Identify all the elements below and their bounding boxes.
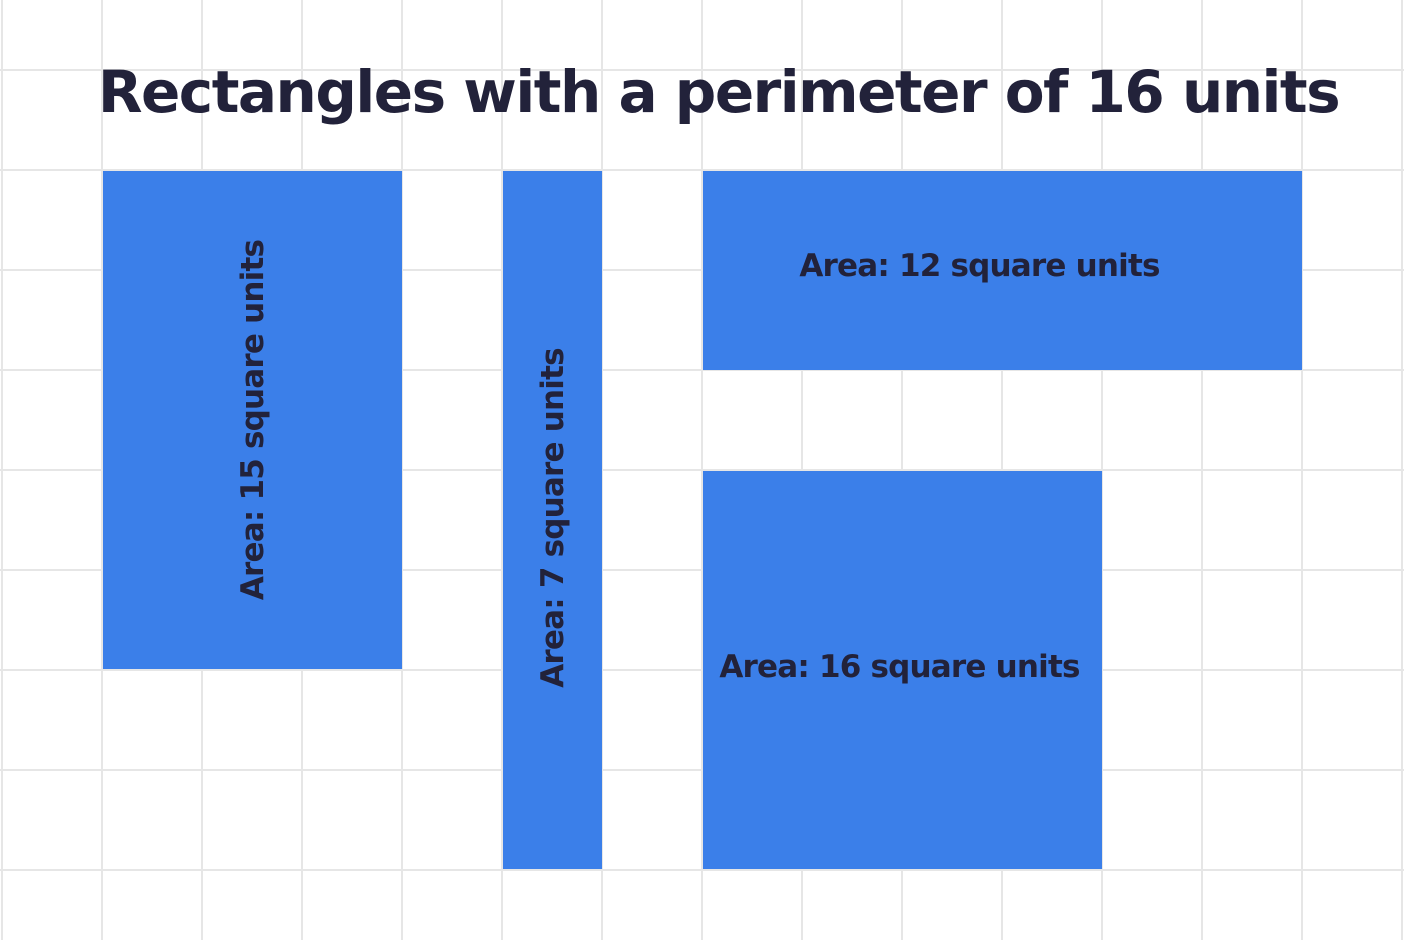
rectangle-area-12: Area: 12 square units (703, 171, 1302, 370)
rectangle-area-16: Area: 16 square units (703, 471, 1102, 869)
rectangle-area-15: Area: 15 square units (103, 171, 402, 669)
rectangle-area-label: Area: 16 square units (719, 649, 1080, 685)
rectangle-area-label: Area: 12 square units (799, 247, 1160, 284)
rectangle-area-label: Area: 7 square units (534, 348, 571, 688)
rectangle-area-label: Area: 15 square units (234, 239, 271, 601)
rectangle-area-7: Area: 7 square units (503, 171, 602, 869)
diagram-title: Rectangles with a perimeter of 16 units (97, 58, 1341, 126)
